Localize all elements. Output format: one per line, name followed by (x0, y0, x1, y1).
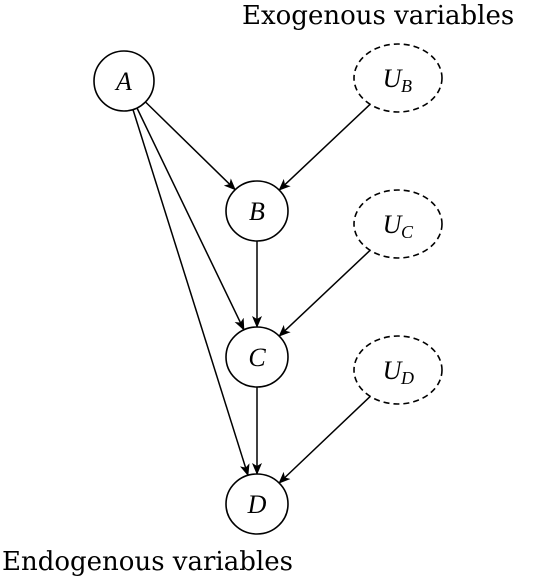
edges-layer (132, 101, 371, 484)
edge-ub-to-b (278, 103, 371, 191)
node-c-circle (225, 326, 289, 388)
node-a-label: A (114, 67, 132, 96)
endogenous-variables-label: Endogenous variables (2, 547, 293, 577)
node-a: A (93, 50, 155, 112)
edge-a-to-c (136, 107, 245, 331)
node-c-label: C (248, 343, 266, 372)
edge-a-to-d (132, 109, 250, 477)
node-ub-label: U (383, 64, 404, 93)
edge-uc-to-c (278, 249, 371, 337)
node-b-label: B (249, 197, 265, 226)
exogenous-variables-label: Exogenous variables (242, 1, 514, 31)
node-uc-label: U (383, 210, 404, 239)
node-b: B (225, 180, 289, 242)
node-b-circle (225, 180, 289, 242)
node-ud-subscript: D (400, 368, 414, 388)
edge-a-to-b (144, 101, 236, 191)
node-uc-subscript: C (401, 222, 414, 242)
node-uc-circle (353, 189, 443, 259)
node-c: C (225, 326, 289, 388)
edge-ud-to-d (278, 395, 371, 484)
node-ub-circle (353, 43, 443, 113)
node-d-label: D (247, 490, 267, 519)
node-d: D (225, 473, 289, 535)
node-ub-subscript: B (401, 76, 412, 96)
node-d-circle (225, 473, 289, 535)
node-ud-circle (353, 335, 443, 405)
node-a-circle (93, 50, 155, 112)
node-ud-label: U (383, 356, 404, 385)
